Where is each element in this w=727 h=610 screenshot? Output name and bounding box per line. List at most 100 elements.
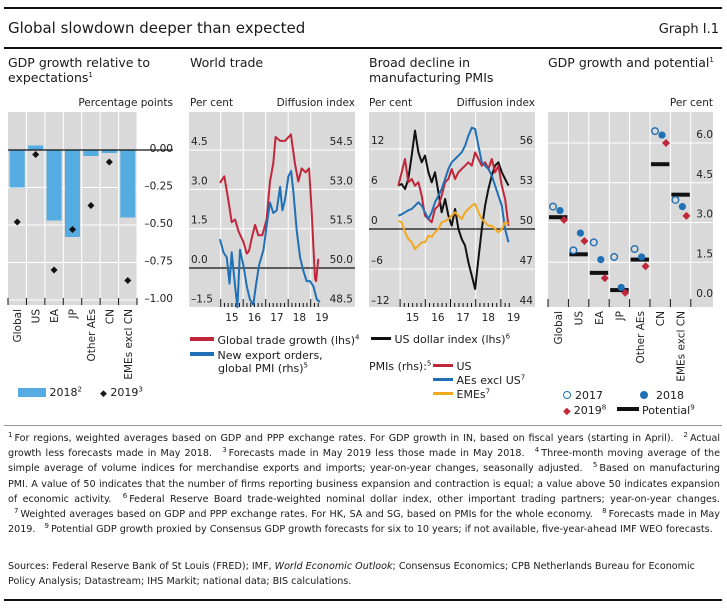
y-right-tick-label: 50.0 xyxy=(330,254,353,266)
x-tick-label: 17 xyxy=(270,312,283,324)
footnote-text: Weighted averages based on GDP and PPP e… xyxy=(20,509,597,521)
category-label: JP xyxy=(68,309,80,319)
panel3-chart: 12 56 6 53 0 50 –6 47 –12 44 15 16 17 18 19 xyxy=(369,112,535,324)
category-label: US xyxy=(31,309,43,324)
panel1-legend-2018: 20182 xyxy=(18,386,82,399)
panel2-unit-right: Diffusion index xyxy=(277,97,355,109)
panel2-chart: 4.5 54.5 3.0 53.0 1.5 51.5 0.0 50.0 –1.5 48.5 15 16… xyxy=(189,112,355,324)
y-left-tick-label: –1.5 xyxy=(191,293,213,305)
marker-2019-other-aes xyxy=(87,202,95,209)
open-circle-icon xyxy=(563,391,571,399)
panel4-title: GDP growth and potential1 xyxy=(548,55,714,70)
panel1-unit: Percentage points xyxy=(78,97,173,109)
marker-2017-jp xyxy=(610,252,619,261)
marker-2017-emes-excl-cn xyxy=(671,195,680,204)
panel3-legend-aes: AEs excl US7 xyxy=(433,374,525,387)
y-left-tick-label: –6 xyxy=(371,255,383,267)
footnote-number: 8 xyxy=(602,506,607,515)
footnote-text: Potential GDP growth proxied by Consensu… xyxy=(50,524,713,536)
category-label: JP xyxy=(614,311,626,321)
plot-background xyxy=(548,112,713,307)
bar-swatch-icon xyxy=(18,388,46,397)
bar-2018-us xyxy=(28,145,44,150)
marker-2019-cn xyxy=(105,158,113,166)
yellow-line-icon xyxy=(433,392,453,395)
legend-label: EMEs xyxy=(456,388,486,401)
header-rule xyxy=(4,47,722,49)
legend-label: US xyxy=(456,360,472,373)
legend-label: 2019 xyxy=(110,386,139,399)
y-right-tick-label: 44 xyxy=(520,295,534,307)
x-tick-label: 16 xyxy=(248,312,262,324)
category-label: US xyxy=(574,311,586,326)
marker-2019-ea xyxy=(50,266,58,274)
panel4-legend-2019: ◆ 20198 xyxy=(563,404,606,418)
legend-label-line2: global PMI (rhs) xyxy=(218,362,304,375)
panel3-unit-left: Per cent xyxy=(369,97,412,109)
footnote-text: Three-month moving average of the simple… xyxy=(8,448,720,475)
footnote-text: Federal Reserve Board trade-weighted nom… xyxy=(129,493,720,505)
sources: Sources: Federal Reserve Bank of St Loui… xyxy=(8,559,720,589)
y-right-tick-label: 53.0 xyxy=(330,175,353,187)
x-tick-label: 18 xyxy=(482,312,495,324)
bar-2018-emes-excl-cn xyxy=(120,150,136,218)
marker-2018-emes-excl-cn xyxy=(678,203,687,211)
marker-2018-global xyxy=(556,206,564,215)
bar-2018-other-aes xyxy=(83,150,99,156)
marker-2019-emes-excl-cn xyxy=(124,277,132,284)
x-tick-label: 18 xyxy=(293,312,306,324)
y-right-tick-label: 56 xyxy=(520,135,534,147)
plot-background xyxy=(369,112,535,307)
panel4-legend-2018: 2018 xyxy=(640,389,684,402)
legend-sup: 7 xyxy=(485,387,491,396)
x-tick-label: 17 xyxy=(456,312,469,324)
marker-2017-us xyxy=(569,246,578,255)
y-right-tick-label: 48.5 xyxy=(330,293,353,305)
panel1-legend-2019: ◆ 20193 xyxy=(100,386,143,401)
panel2-title: World trade xyxy=(190,55,264,70)
panel3-legend-us: US xyxy=(433,360,472,373)
panel1-title: GDP growth relative to expectations1 xyxy=(8,55,150,85)
marker-2019-global xyxy=(13,218,21,226)
legend-sup: 5 xyxy=(303,361,308,370)
potential-bar-icon xyxy=(617,407,639,411)
y-tick-label: –1.00 xyxy=(144,293,173,305)
panel4-legend-potential: Potential9 xyxy=(617,404,695,417)
marker-2018-us xyxy=(576,229,585,237)
marker-2018-jp xyxy=(617,283,625,292)
legend-sup: 3 xyxy=(138,385,143,394)
legend-label: PMIs (rhs): xyxy=(369,360,427,373)
legend-label: Global trade growth (lhs) xyxy=(217,334,356,347)
bar-2018-ea xyxy=(46,150,62,221)
marker-2018-ea xyxy=(597,256,605,264)
y-tick-label: 4.5 xyxy=(696,169,713,181)
footnote: 6 Federal Reserve Board trade-weighted no… xyxy=(117,492,720,505)
panel3-unit-right: Diffusion index xyxy=(457,97,535,109)
x-tick-label: 15 xyxy=(225,312,238,324)
marker-2018-other-aes xyxy=(638,253,646,261)
series-line-emes xyxy=(397,202,509,250)
notes-divider xyxy=(4,425,722,426)
legend-label: 2019 xyxy=(573,404,602,417)
panel4-unit: Per cent xyxy=(670,97,713,109)
graph-number: Graph I.1 xyxy=(658,22,719,37)
legend-label: 2018 xyxy=(656,389,684,402)
filled-circle-icon xyxy=(640,391,648,399)
sources-prefix: Sources: Federal Reserve Bank of St Loui… xyxy=(8,561,275,572)
bar-2018-global xyxy=(9,150,25,188)
marker-2019-ea xyxy=(600,274,609,283)
category-label: Other AEs xyxy=(86,309,98,361)
y-tick-label: 0.0 xyxy=(696,288,713,300)
panel3-legend-usd: US dollar index (lhs)6 xyxy=(371,333,510,346)
legend-label: Potential xyxy=(642,404,691,417)
footnote-number: 3 xyxy=(222,446,227,455)
marker-2019-us xyxy=(32,151,40,158)
x-tick-label: 19 xyxy=(315,312,328,324)
bar-2018-jp xyxy=(65,150,80,237)
potential-bar-emes-excl-cn xyxy=(671,192,690,197)
category-label: EMEs excl CN xyxy=(676,311,688,382)
marker-2017-other-aes xyxy=(630,244,639,253)
category-label: Global xyxy=(553,311,565,345)
footnote: 3 Forecasts made in May 2019 less those m… xyxy=(216,446,529,460)
footnote: 9 Potential GDP growth proxied by Consens… xyxy=(39,523,713,536)
